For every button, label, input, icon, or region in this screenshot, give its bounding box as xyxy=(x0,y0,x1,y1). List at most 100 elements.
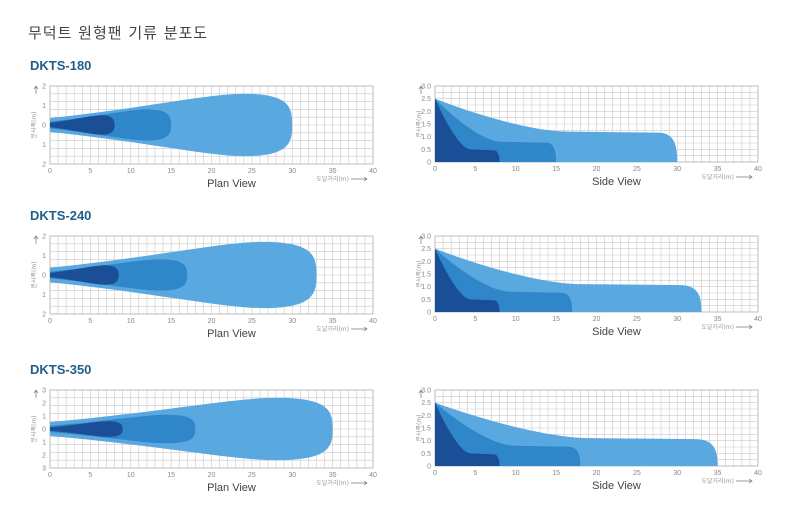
airflow-zone-3 xyxy=(50,115,115,135)
side-view-chart-dkts-240: 0 5 10 15 20 25 30 35 40 0 0.5 1.0 1.5 2.0 2.5 3.0 분사폭(m… xyxy=(415,234,762,339)
x-tick-label: 20 xyxy=(208,318,216,325)
x-tick-label: 30 xyxy=(288,168,296,175)
y-axis-label: 분사폭(m) xyxy=(415,260,423,287)
x-axis-label: 도달거리(m) xyxy=(701,173,734,181)
x-axis-arrow-icon xyxy=(351,326,368,332)
x-tick-label: 25 xyxy=(633,166,641,173)
y-tick-label: 2 xyxy=(42,401,46,408)
model-label-dkts-180: DKTS-180 xyxy=(30,58,92,73)
y-tick-label: 2.0 xyxy=(421,259,431,266)
airflow-zone-3 xyxy=(435,402,500,466)
x-tick-label: 15 xyxy=(552,470,560,477)
x-tick-label: 30 xyxy=(288,318,296,325)
x-tick-label: 25 xyxy=(248,318,256,325)
x-tick-label: 15 xyxy=(552,166,560,173)
y-tick-label: 2 xyxy=(42,453,46,460)
y-tick-label: 1.5 xyxy=(421,426,431,433)
x-tick-label: 5 xyxy=(473,316,477,323)
x-tick-label: 30 xyxy=(673,470,681,477)
y-axis-arrow-icon xyxy=(418,85,424,94)
y-tick-label: 3 xyxy=(42,388,46,395)
x-tick-label: 5 xyxy=(473,166,477,173)
x-tick-label: 30 xyxy=(673,316,681,323)
y-tick-label: 0 xyxy=(42,123,46,130)
y-tick-label: 3 xyxy=(42,466,46,473)
x-tick-label: 10 xyxy=(127,318,135,325)
y-tick-label: 2.5 xyxy=(421,246,431,253)
x-tick-label: 35 xyxy=(714,316,722,323)
x-tick-label: 0 xyxy=(48,318,52,325)
airflow-zone-3 xyxy=(435,248,500,312)
view-label: Plan View xyxy=(207,328,256,340)
y-axis-arrow-icon xyxy=(33,85,39,94)
airflow-zone-3 xyxy=(435,98,500,162)
y-tick-label: 0 xyxy=(42,427,46,434)
y-tick-label: 1.0 xyxy=(421,134,431,141)
y-tick-label: 2 xyxy=(42,234,46,241)
x-tick-label: 15 xyxy=(167,168,175,175)
x-tick-label: 10 xyxy=(512,316,520,323)
y-tick-label: 0 xyxy=(427,160,431,167)
y-tick-label: 2 xyxy=(42,84,46,91)
y-axis-label: 분사폭(m) xyxy=(30,415,38,442)
x-tick-label: 30 xyxy=(673,166,681,173)
y-tick-label: 0.5 xyxy=(421,147,431,154)
x-tick-label: 20 xyxy=(593,166,601,173)
x-axis-label: 도달거리(m) xyxy=(316,325,349,333)
y-tick-label: 2 xyxy=(42,312,46,319)
x-tick-label: 15 xyxy=(167,318,175,325)
x-tick-label: 5 xyxy=(88,472,92,479)
x-axis-label: 도달거리(m) xyxy=(316,479,349,487)
x-tick-label: 20 xyxy=(593,316,601,323)
airflow-zone-3 xyxy=(50,421,123,437)
y-axis-arrow-icon xyxy=(33,235,39,244)
airflow-zone-2 xyxy=(435,248,573,312)
airflow-zone-2 xyxy=(435,98,557,162)
page-title: 무덕트 원형팬 기류 분포도 xyxy=(28,24,209,42)
x-axis-arrow-icon xyxy=(736,174,753,180)
view-label: Plan View xyxy=(207,482,256,494)
view-label: Plan View xyxy=(207,178,256,190)
x-tick-label: 35 xyxy=(329,472,337,479)
view-label: Side View xyxy=(592,176,641,188)
x-axis-arrow-icon xyxy=(736,324,753,330)
y-tick-label: 3.0 xyxy=(421,234,431,241)
x-tick-label: 5 xyxy=(88,168,92,175)
view-label: Side View xyxy=(592,480,641,492)
y-axis-label: 분사폭(m) xyxy=(30,111,38,138)
view-label: Side View xyxy=(592,326,641,338)
y-tick-label: 1 xyxy=(42,103,46,110)
y-tick-label: 1 xyxy=(42,414,46,421)
x-tick-label: 5 xyxy=(88,318,92,325)
x-tick-label: 40 xyxy=(369,168,377,175)
model-label-dkts-240: DKTS-240 xyxy=(30,208,92,223)
y-axis-arrow-icon xyxy=(33,389,39,398)
x-tick-label: 30 xyxy=(288,472,296,479)
x-tick-label: 40 xyxy=(754,316,762,323)
x-tick-label: 25 xyxy=(248,168,256,175)
y-axis-label: 분사폭(m) xyxy=(30,261,38,288)
x-tick-label: 15 xyxy=(167,472,175,479)
y-tick-label: 0.5 xyxy=(421,297,431,304)
y-tick-label: 1 xyxy=(42,292,46,299)
y-tick-label: 1.5 xyxy=(421,272,431,279)
x-tick-label: 0 xyxy=(433,470,437,477)
airflow-zone-2 xyxy=(435,402,581,466)
x-tick-label: 10 xyxy=(127,472,135,479)
x-tick-label: 20 xyxy=(208,472,216,479)
y-tick-label: 1 xyxy=(42,253,46,260)
x-tick-label: 25 xyxy=(248,472,256,479)
x-tick-label: 35 xyxy=(714,470,722,477)
x-tick-label: 25 xyxy=(633,470,641,477)
x-tick-label: 5 xyxy=(473,470,477,477)
y-tick-label: 0.5 xyxy=(421,451,431,458)
x-tick-label: 35 xyxy=(714,166,722,173)
x-tick-label: 0 xyxy=(48,472,52,479)
y-tick-label: 2.0 xyxy=(421,109,431,116)
x-tick-label: 40 xyxy=(754,470,762,477)
y-tick-label: 1.5 xyxy=(421,122,431,129)
x-tick-label: 40 xyxy=(754,166,762,173)
x-tick-label: 20 xyxy=(593,470,601,477)
